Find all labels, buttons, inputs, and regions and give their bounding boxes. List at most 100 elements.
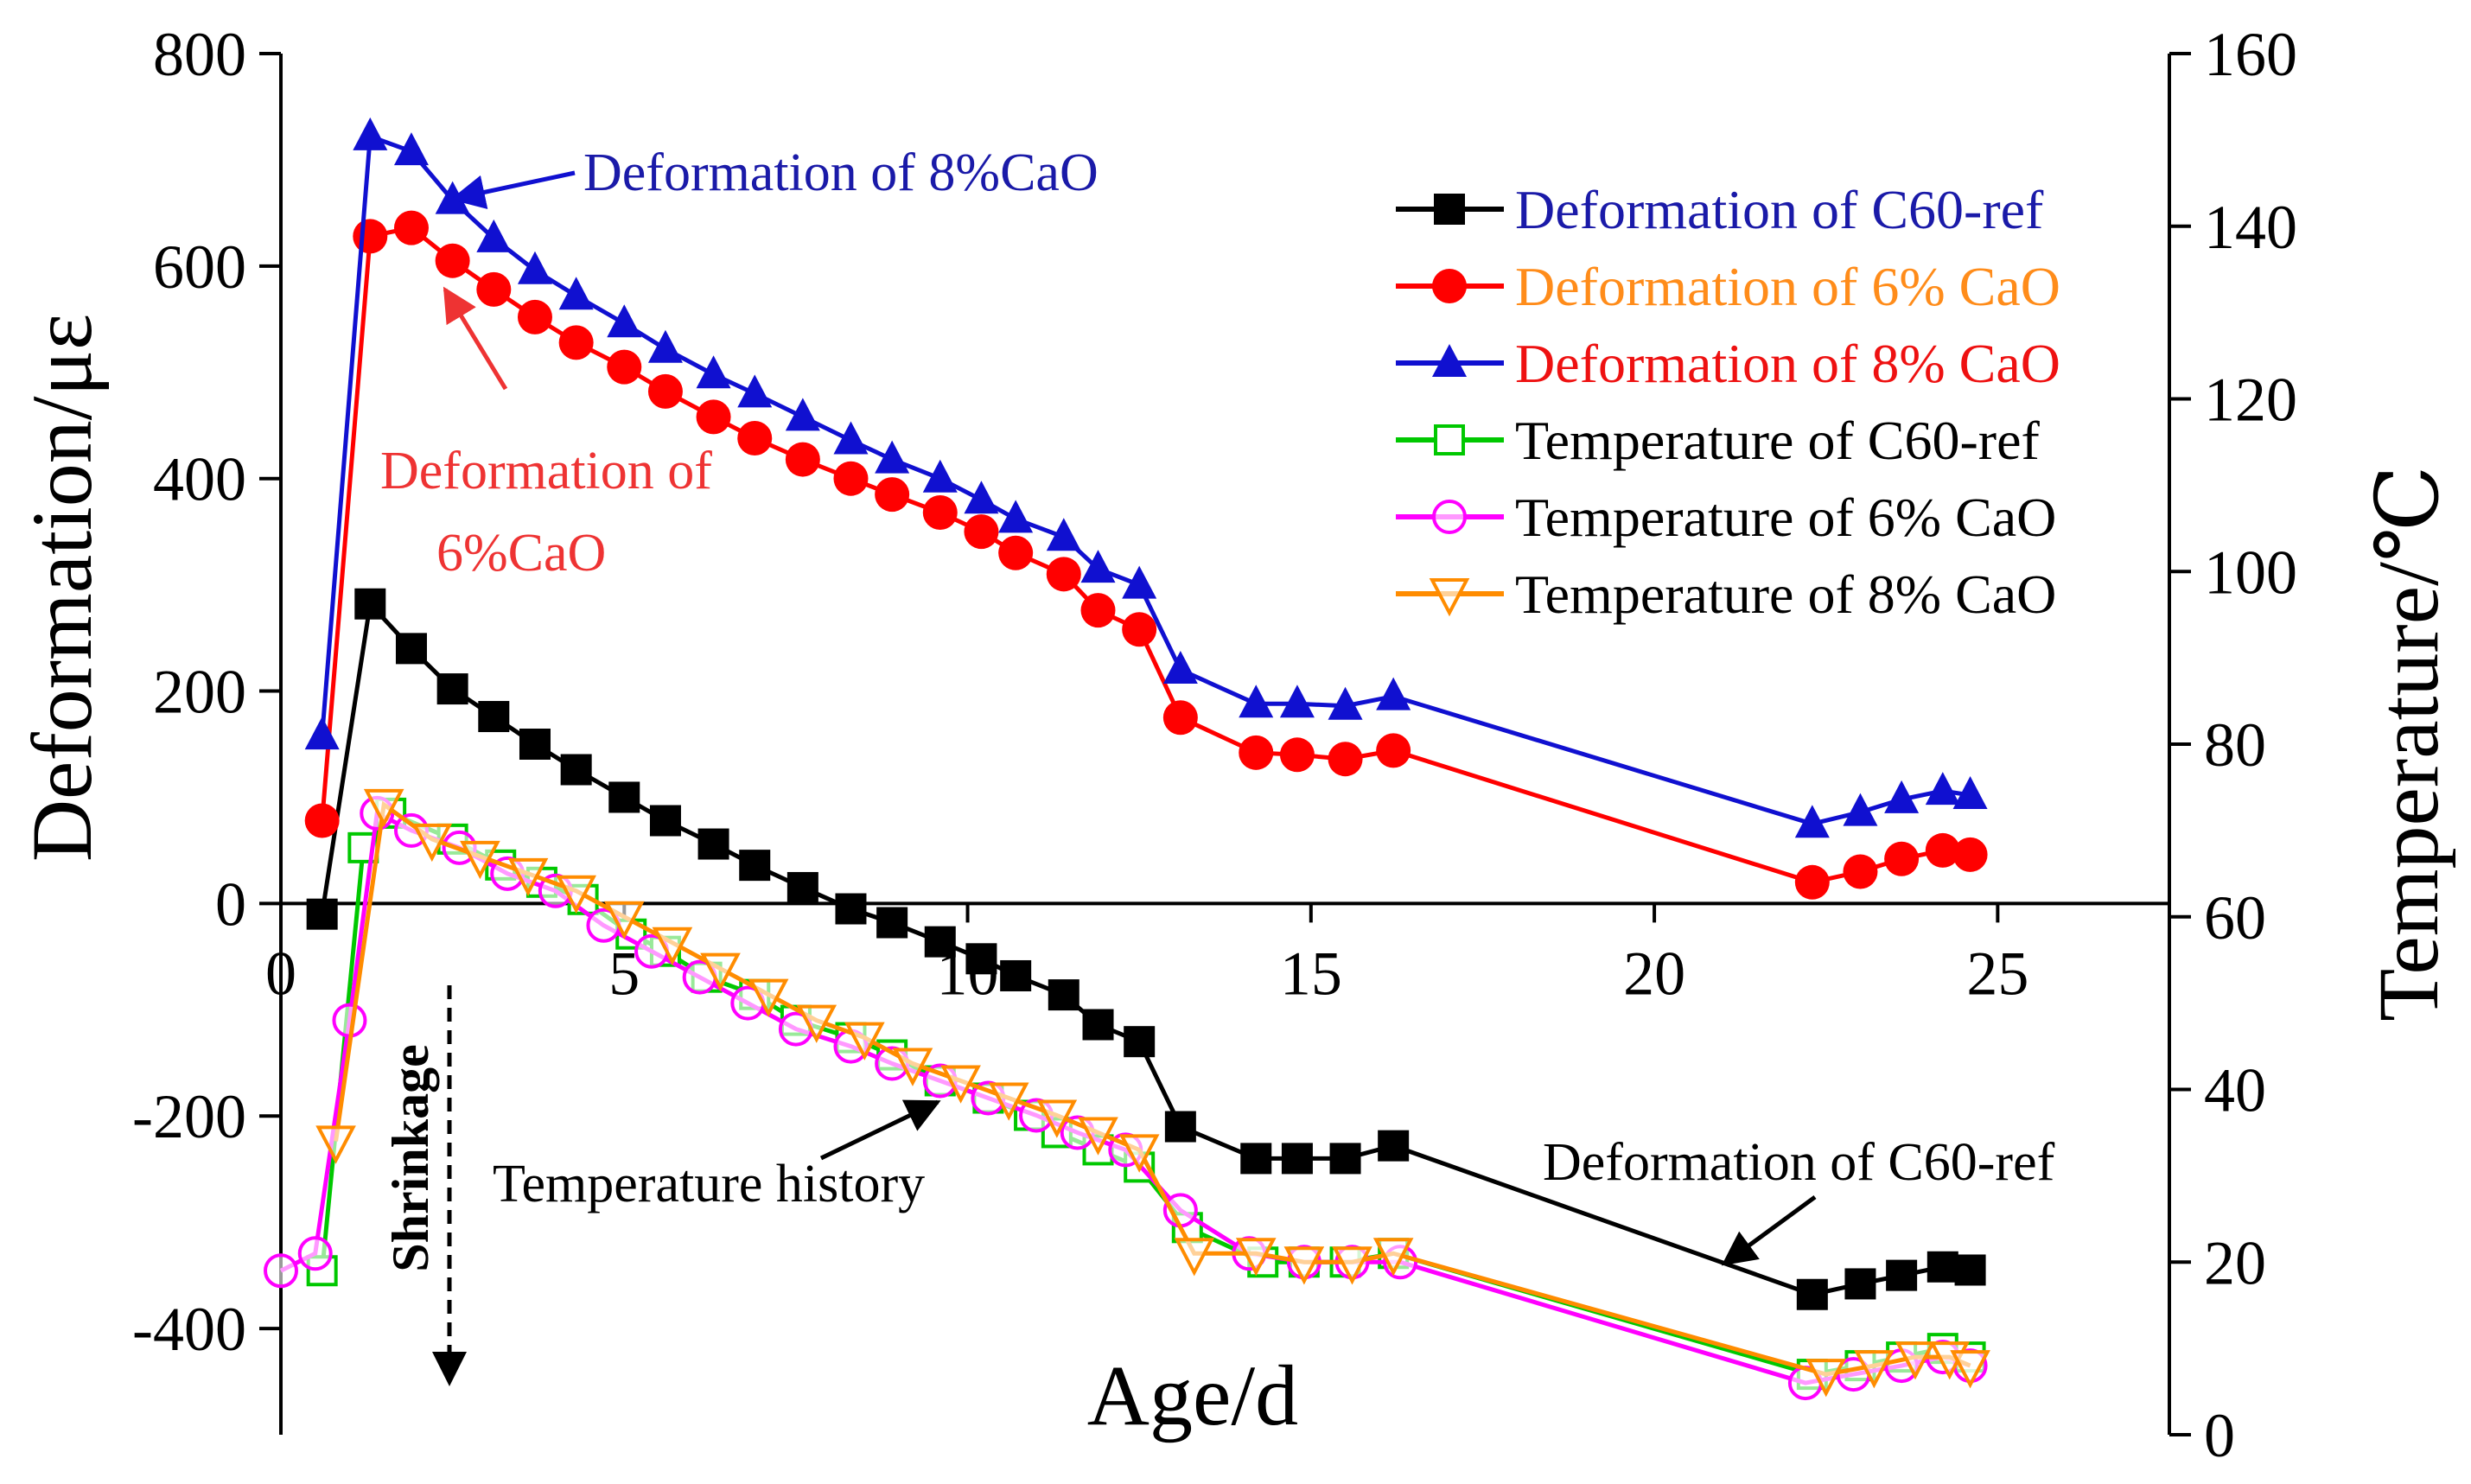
series-deformation-of-8-cao xyxy=(304,117,1988,838)
y-right-axis-label: Temperature/℃ xyxy=(2360,465,2456,1021)
data-point xyxy=(315,1125,356,1164)
series-deformation-of-c60-ref xyxy=(306,588,1986,1310)
data-point xyxy=(476,219,512,252)
data-point xyxy=(1240,1143,1272,1175)
data-point xyxy=(558,277,594,310)
data-point xyxy=(1164,1111,1196,1143)
data-point xyxy=(478,701,510,733)
data-point xyxy=(1926,1251,1958,1283)
y-right-tick-label: 60 xyxy=(2204,883,2266,952)
series-deformation-of-6-cao xyxy=(304,210,1988,900)
data-point xyxy=(1884,841,1920,876)
annotation-c60: Deformation of C60-ref xyxy=(1543,1133,2055,1192)
data-point xyxy=(1796,1278,1828,1310)
data-point xyxy=(1235,1238,1277,1277)
data-point xyxy=(1925,772,1960,806)
data-point xyxy=(1843,854,1878,889)
data-point xyxy=(1000,959,1032,991)
legend-item: Deformation of C60-ref xyxy=(1396,179,2044,240)
data-point xyxy=(1279,737,1315,773)
x-tick-label: 15 xyxy=(1280,939,1342,1008)
legend-marker xyxy=(1434,424,1465,455)
data-point xyxy=(998,500,1034,533)
data-point xyxy=(964,514,999,550)
data-point xyxy=(354,588,386,620)
data-point xyxy=(833,461,869,496)
data-point xyxy=(476,271,512,307)
data-point xyxy=(892,1048,933,1086)
data-point xyxy=(1952,776,1988,810)
data-point xyxy=(1376,677,1411,710)
data-point xyxy=(737,374,773,408)
data-point xyxy=(922,495,958,531)
data-point xyxy=(787,871,818,903)
data-point xyxy=(988,1082,1029,1121)
data-point xyxy=(507,857,549,897)
annotation-cao6-line2: 6%CaO xyxy=(436,524,606,583)
y-left-tick-label: -200 xyxy=(132,1082,246,1151)
x-tick-label: 25 xyxy=(1966,939,2028,1008)
data-point xyxy=(1886,1259,1918,1291)
data-point xyxy=(603,901,645,940)
legend-label: Temperature of 6% CaO xyxy=(1515,487,2056,548)
data-point xyxy=(647,373,683,409)
data-point xyxy=(1162,650,1198,684)
data-point xyxy=(875,477,910,513)
data-point xyxy=(1794,805,1830,838)
data-point xyxy=(1046,557,1081,592)
data-point xyxy=(1082,1009,1114,1041)
data-point xyxy=(353,219,388,254)
data-point xyxy=(748,978,789,1017)
data-point xyxy=(517,251,552,284)
data-point xyxy=(519,729,551,760)
legend-label: Temperature of 8% CaO xyxy=(1515,564,2056,625)
data-point xyxy=(1332,1246,1372,1285)
data-point xyxy=(1281,1143,1313,1175)
data-point xyxy=(436,673,468,705)
data-point xyxy=(1376,733,1411,768)
legend-label: Deformation of 6% CaO xyxy=(1515,256,2060,317)
y-left-ticks: -400 -200 0 200 400 600 800 xyxy=(132,20,281,1364)
legend-marker xyxy=(1432,269,1467,303)
data-point xyxy=(1950,1350,1990,1389)
data-point xyxy=(608,781,640,813)
data-point xyxy=(306,898,338,930)
y-left-tick-label: 600 xyxy=(153,232,246,302)
data-point xyxy=(696,355,731,389)
series-temperature-of-6-cao xyxy=(264,795,1988,1401)
annotations: Deformation of 8%CaO Deformation of 6%Ca… xyxy=(380,143,2055,1386)
x-ticks: 0510152025 xyxy=(265,903,2028,1008)
y-right-tick-label: 100 xyxy=(2204,538,2297,607)
data-point xyxy=(697,828,729,860)
legend-item: Deformation of 6% CaO xyxy=(1396,256,2060,317)
legend-item: Temperature of 8% CaO xyxy=(1396,564,2056,625)
data-point xyxy=(1952,837,1988,872)
data-point xyxy=(696,399,731,435)
data-point xyxy=(1328,742,1363,777)
data-point xyxy=(1884,780,1920,813)
legend-marker xyxy=(1432,344,1467,377)
data-point xyxy=(264,1253,298,1289)
data-point xyxy=(796,1004,837,1043)
x-tick-label: 0 xyxy=(265,939,296,1008)
data-point xyxy=(1122,565,1157,599)
data-point xyxy=(1162,700,1198,736)
data-point xyxy=(304,717,340,750)
data-point xyxy=(556,875,596,914)
data-point xyxy=(1239,735,1274,770)
data-point xyxy=(1279,685,1315,718)
data-point xyxy=(844,1022,885,1060)
y-right-tick-label: 40 xyxy=(2204,1056,2266,1125)
data-point xyxy=(297,1236,333,1271)
series-temperature-of-8-cao xyxy=(315,788,1990,1398)
data-point xyxy=(1078,1117,1118,1156)
data-point xyxy=(922,459,958,493)
series-layer xyxy=(264,117,1990,1401)
data-point xyxy=(558,325,594,360)
data-point xyxy=(785,442,820,477)
data-point xyxy=(998,535,1034,570)
y-left-tick-label: 200 xyxy=(153,658,246,727)
data-point xyxy=(835,893,867,925)
data-point xyxy=(435,243,470,278)
data-point xyxy=(700,952,741,991)
